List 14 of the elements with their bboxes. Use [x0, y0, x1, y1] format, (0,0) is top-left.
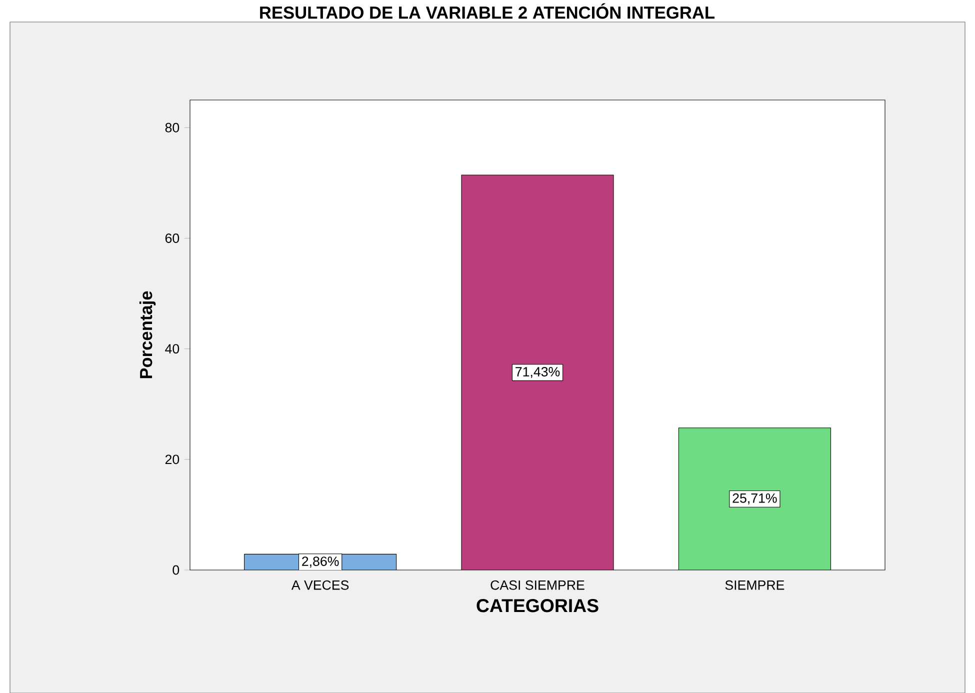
y-tick-label: 20: [165, 454, 180, 464]
data-label: 71,43%: [516, 367, 560, 378]
y-tick-label: 40: [165, 344, 180, 354]
data-label: 25,71%: [732, 493, 777, 504]
data-label: 2,86%: [302, 556, 339, 568]
chart-title: RESULTADO DE LA VARIABLE 2 ATENCIÓN INTEGRAL: [260, 3, 715, 19]
y-tick-label: 60: [165, 234, 180, 243]
x-tick-label: A VECES: [291, 580, 349, 590]
x-axis-title: CATEGORIAS: [476, 598, 598, 612]
x-tick-label: CASI SIEMPRE: [490, 580, 584, 590]
y-axis-title: Porcentaje: [139, 291, 156, 378]
y-tick-label: 0: [172, 565, 180, 575]
x-tick-label: SIEMPRE: [725, 580, 784, 590]
y-tick-label: 80: [165, 122, 180, 132]
